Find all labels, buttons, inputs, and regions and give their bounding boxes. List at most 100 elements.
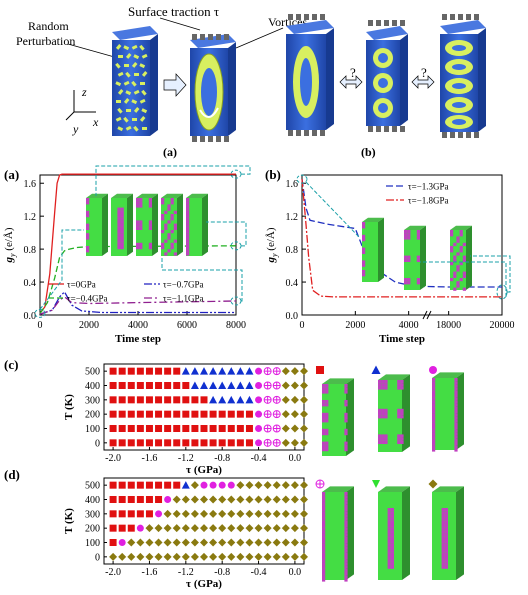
perturbation-mark (117, 126, 124, 132)
grip (200, 34, 205, 40)
slab-face (322, 492, 346, 580)
perturbation-mark (117, 89, 124, 95)
slab-cell (456, 281, 460, 285)
slab-cell (453, 274, 457, 278)
diamond-marker (290, 509, 299, 518)
grip (288, 14, 293, 20)
slab-cell (136, 226, 140, 230)
slab-cell (344, 400, 348, 404)
square-marker (200, 410, 208, 418)
slab-cell (322, 400, 326, 404)
callout-line (305, 181, 361, 239)
circle-marker (255, 425, 263, 432)
perturbation-mark (131, 62, 138, 68)
diamond-marker (245, 495, 254, 504)
slab-cell (432, 406, 436, 410)
slab-cell (86, 226, 90, 230)
slab-cell (344, 578, 348, 582)
circle-marker (136, 524, 144, 532)
diamond-marker (145, 552, 154, 561)
slab-cell (453, 242, 457, 246)
slab-cell (454, 397, 458, 401)
diamond-marker (300, 509, 308, 518)
slab-cell (450, 233, 454, 237)
square-marker (200, 425, 208, 432)
phase-slab (322, 486, 354, 582)
slab-cell (404, 278, 408, 282)
x-tick-label: -2.0 (105, 453, 121, 464)
slab-cell (344, 568, 348, 572)
callout-line (161, 256, 243, 302)
slab-cell (432, 381, 436, 385)
slab-cell (459, 249, 463, 253)
slab-cell (117, 214, 121, 218)
slab-cell (381, 383, 385, 387)
slab-cell (454, 390, 458, 394)
slab-cell (322, 556, 326, 560)
slab-cell (344, 498, 348, 502)
slab-cell (344, 575, 348, 579)
diamond-marker (190, 481, 199, 490)
grips-slab-2 (192, 34, 229, 142)
slab-cell (444, 520, 448, 524)
slab-cell (344, 387, 348, 391)
slab-side (127, 193, 133, 256)
diamond-marker (154, 524, 163, 533)
slab-cell (441, 511, 445, 515)
slab-cell (322, 517, 326, 521)
slab-cell (186, 210, 190, 214)
traction-pointer (159, 17, 201, 31)
slab-cell (344, 572, 348, 576)
slab-cell (322, 403, 326, 407)
slab-cell (362, 263, 366, 267)
square-marker (245, 439, 253, 447)
slab-cell (86, 223, 90, 227)
slab-cell (186, 230, 190, 234)
grip (466, 14, 471, 20)
slab-cell (186, 236, 190, 240)
diamond-marker (227, 509, 236, 518)
diamond-marker (300, 552, 308, 561)
slab-cell (432, 445, 436, 449)
diamond-marker (290, 381, 299, 390)
slab-cell (444, 533, 448, 537)
perturbation-mark (133, 125, 139, 132)
square-marker (200, 396, 208, 404)
slab-cell (322, 444, 326, 448)
crossed-circle-marker (263, 381, 272, 390)
diamond-marker (218, 495, 227, 504)
plot-frame (103, 363, 305, 451)
slab-cell (148, 226, 152, 230)
square-marker (236, 425, 244, 432)
slab-cell (322, 530, 326, 534)
slab-cell (344, 524, 348, 528)
perturbation-mark (133, 107, 140, 113)
crossed-circle-marker (272, 410, 281, 419)
square-marker (118, 524, 126, 532)
diamond-marker (428, 479, 438, 489)
slab-cell (454, 378, 458, 382)
square-marker (118, 410, 126, 418)
slab-cell (444, 540, 448, 544)
series-line-3 (39, 296, 237, 315)
slab-cell (362, 225, 366, 229)
grip (312, 130, 317, 136)
slab-cell (136, 246, 140, 250)
square-marker (182, 410, 190, 418)
slab-cell (454, 432, 458, 436)
y-tick-label: 200 (85, 524, 100, 535)
x-tick-label: -1.2 (178, 453, 194, 464)
diamond-marker (218, 509, 227, 518)
grip (368, 20, 373, 26)
slab-cell (362, 250, 366, 254)
perturbation-mark (115, 62, 121, 69)
slab-cell (325, 400, 329, 404)
perturbation-mark (141, 89, 147, 96)
square-marker (136, 410, 144, 418)
callout-line (39, 229, 84, 310)
callout-line (95, 165, 251, 196)
slab-cell (384, 440, 388, 444)
slab-cell (416, 255, 420, 259)
slab-cell (459, 230, 463, 234)
slab-cell (344, 501, 348, 505)
